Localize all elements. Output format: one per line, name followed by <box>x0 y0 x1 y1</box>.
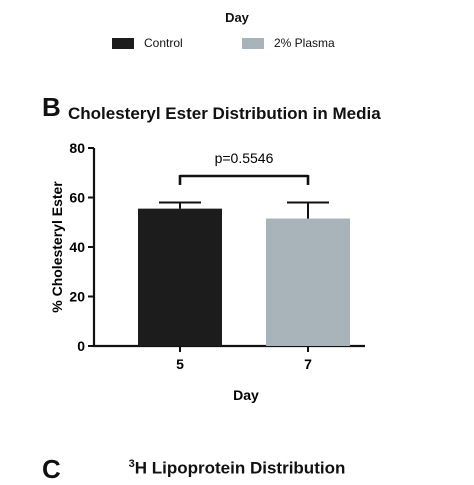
legend-item-control: Control <box>112 36 183 50</box>
legend-swatch-control <box>112 37 134 49</box>
panel-c-title: 3H Lipoprotein Distribution <box>0 458 474 479</box>
chart-title: Cholesteryl Ester Distribution in Media <box>68 104 381 123</box>
x-tick-label: 5 <box>176 356 184 372</box>
top-panel-x-axis-label: Day <box>225 10 249 25</box>
legend-item-plasma: 2% Plasma <box>242 36 335 50</box>
legend-swatch-plasma <box>242 37 264 49</box>
p-value-annotation: p=0.5546 <box>215 150 274 166</box>
panel-b-letter: B <box>42 92 61 122</box>
y-tick-label: 0 <box>77 338 85 354</box>
y-tick-label: 40 <box>69 239 85 255</box>
bar <box>138 208 222 346</box>
panel-c-title-superscript: 3 <box>128 458 135 470</box>
y-axis-label: % Cholesteryl Ester <box>49 181 65 313</box>
y-tick-label: 60 <box>69 190 85 206</box>
legend-label-control: Control <box>144 36 183 50</box>
x-axis-label: Day <box>233 387 259 403</box>
x-tick-label: 7 <box>304 356 312 372</box>
legend-label-plasma: 2% Plasma <box>274 36 335 50</box>
bar-chart: 0 20 40 60 80 5 7 p=0.5546 % Cholesteryl Este… <box>49 140 365 403</box>
y-tick-label: 80 <box>69 140 85 156</box>
panel-c-title-text: H Lipoprotein Distribution <box>134 458 346 478</box>
bar <box>266 218 350 346</box>
y-tick-label: 20 <box>69 289 85 305</box>
